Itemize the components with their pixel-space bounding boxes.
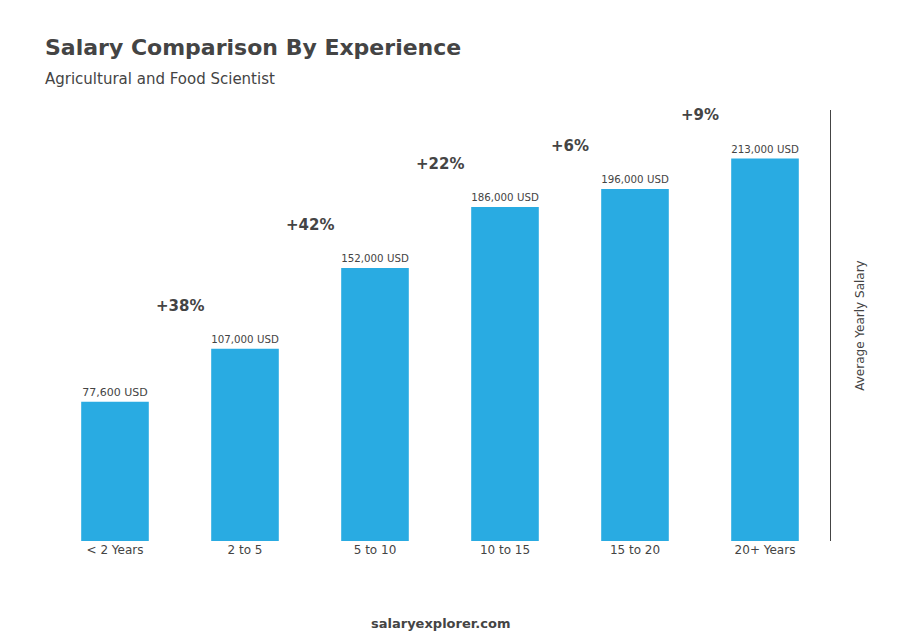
- svg-text:+38%: +38%: [156, 297, 204, 315]
- svg-text:107,000 USD: 107,000 USD: [211, 333, 279, 345]
- svg-text:Average Yearly Salary: Average Yearly Salary: [853, 260, 867, 390]
- svg-text:196,000 USD: 196,000 USD: [601, 173, 669, 185]
- svg-text:+22%: +22%: [416, 155, 464, 173]
- svg-text:+6%: +6%: [551, 137, 589, 155]
- svg-text:+42%: +42%: [286, 216, 334, 234]
- svg-text:15 to 20: 15 to 20: [610, 543, 660, 557]
- svg-text:77,600 USD: 77,600 USD: [82, 386, 148, 399]
- svg-text:+9%: +9%: [681, 106, 719, 124]
- svg-text:2 to 5: 2 to 5: [228, 543, 263, 557]
- svg-text:Salary Comparison By Experienc: Salary Comparison By Experience: [45, 35, 461, 60]
- svg-text:< 2 Years: < 2 Years: [87, 543, 144, 557]
- svg-text:20+ Years: 20+ Years: [735, 543, 796, 557]
- svg-text:10 to 15: 10 to 15: [480, 543, 530, 557]
- svg-text:213,000 USD: 213,000 USD: [731, 143, 799, 155]
- svg-text:Agricultural and Food Scientis: Agricultural and Food Scientist: [45, 70, 275, 88]
- svg-text:salaryexplorer.com: salaryexplorer.com: [371, 616, 510, 631]
- svg-text:186,000 USD: 186,000 USD: [471, 191, 539, 203]
- svg-text:152,000 USD: 152,000 USD: [341, 252, 409, 264]
- svg-text:5 to 10: 5 to 10: [354, 543, 397, 557]
